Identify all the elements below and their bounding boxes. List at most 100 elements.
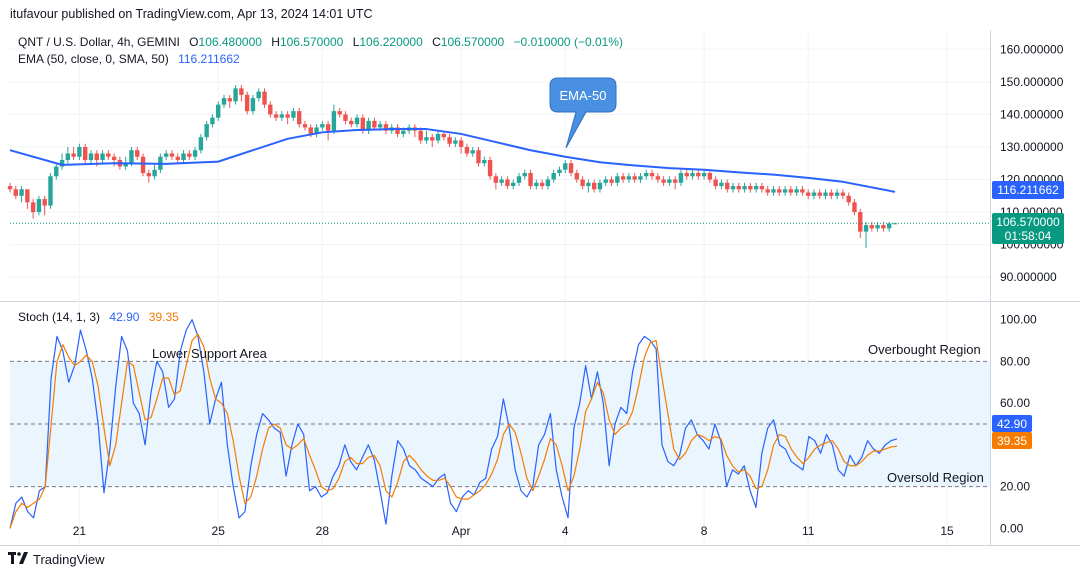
candle-body xyxy=(638,176,643,180)
candle-body xyxy=(349,120,354,125)
candle xyxy=(522,169,527,180)
candle xyxy=(65,146,71,164)
candle xyxy=(25,189,30,209)
candle-body xyxy=(19,189,24,196)
candle xyxy=(771,186,776,196)
candle-body xyxy=(586,182,591,187)
legend-low-label: L xyxy=(353,35,360,49)
time-tick-label: 28 xyxy=(316,524,330,538)
candle-body xyxy=(77,146,82,157)
footer-brand[interactable]: TradingView xyxy=(8,552,105,567)
candle-body xyxy=(30,202,36,213)
candle xyxy=(54,163,59,180)
legend-high-label: H xyxy=(271,35,280,49)
candle-body xyxy=(655,176,661,180)
candle-body xyxy=(331,111,337,131)
candle-body xyxy=(366,120,371,131)
candle-body xyxy=(123,163,128,167)
candle xyxy=(13,186,18,200)
candle xyxy=(545,176,551,190)
candle xyxy=(609,176,614,187)
candle-body xyxy=(834,192,840,196)
candle xyxy=(435,130,441,144)
candle xyxy=(464,143,470,157)
candle xyxy=(354,114,360,128)
candle-body xyxy=(817,192,822,196)
candle xyxy=(516,173,522,187)
price-tick-label: 140.000000 xyxy=(1000,107,1064,121)
candle-body xyxy=(482,159,487,164)
stoch-k-badge-text: 42.90 xyxy=(997,417,1027,431)
candle xyxy=(568,159,574,177)
candle-body xyxy=(192,150,198,157)
candle-body xyxy=(690,173,695,177)
candle-body xyxy=(701,173,707,177)
price-badge: 106.570000 01:58:04 xyxy=(992,213,1064,244)
candle-body xyxy=(297,111,302,125)
candle-body xyxy=(713,179,718,187)
stoch-tick-label: 20.00 xyxy=(1000,480,1030,494)
time-tick-label: 8 xyxy=(701,524,708,538)
candle xyxy=(800,186,805,196)
candle xyxy=(823,189,828,200)
time-tick-label: Apr xyxy=(452,524,471,538)
candle-body xyxy=(777,189,782,193)
candle xyxy=(360,114,366,134)
legend-open: 106.480000 xyxy=(199,35,263,49)
candle-body xyxy=(233,88,238,102)
candle xyxy=(858,208,863,239)
candle-body xyxy=(725,182,730,190)
candle-body xyxy=(626,176,632,180)
candle-body xyxy=(667,179,672,183)
legend-symbol: QNT / U.S. Dollar, 4h, GEMINI xyxy=(18,35,180,49)
candle xyxy=(667,176,672,187)
candle-body xyxy=(250,98,256,112)
candle xyxy=(730,182,736,193)
candle-body xyxy=(221,98,227,105)
candle-body xyxy=(580,179,585,187)
oversold-label: Oversold Region xyxy=(887,470,984,485)
candle-body xyxy=(441,133,446,138)
candle xyxy=(719,179,724,190)
price-tick-label: 160.000000 xyxy=(1000,42,1064,56)
candle-body xyxy=(262,91,267,105)
candle-body xyxy=(343,114,348,121)
candle-body xyxy=(493,176,499,183)
candle-body xyxy=(788,189,794,193)
candle-body xyxy=(730,186,736,190)
candle xyxy=(48,173,53,209)
candle-body xyxy=(42,199,47,206)
candle xyxy=(852,199,857,216)
stoch-d-line xyxy=(9,333,898,529)
candle-body xyxy=(620,176,626,180)
candle xyxy=(140,153,146,177)
candle xyxy=(817,189,822,200)
legend-high: 106.570000 xyxy=(280,35,344,49)
candle-body xyxy=(458,140,464,147)
candle xyxy=(557,166,562,177)
candle xyxy=(395,124,400,138)
candle-body xyxy=(377,124,383,128)
candle xyxy=(574,169,580,183)
stoch-legend-k: 42.90 xyxy=(109,310,139,324)
candle-body xyxy=(759,186,765,190)
candle-body xyxy=(852,202,857,213)
stoch-k-badge: 42.90 xyxy=(992,415,1032,432)
candle xyxy=(71,146,76,160)
candle xyxy=(863,221,869,248)
candle xyxy=(302,120,308,131)
price-badge-text: 106.570000 xyxy=(996,215,1060,229)
candle-body xyxy=(424,137,429,141)
candle xyxy=(690,169,695,180)
candle-body xyxy=(869,225,875,229)
candle xyxy=(458,137,464,154)
candle-body xyxy=(846,195,851,203)
candle xyxy=(638,173,643,183)
ema-callout-text: EMA-50 xyxy=(560,88,607,103)
candle xyxy=(805,189,811,200)
candle xyxy=(707,169,713,183)
countdown-badge-text: 01:58:04 xyxy=(1005,229,1052,243)
candle xyxy=(476,146,481,167)
candle xyxy=(493,173,499,190)
